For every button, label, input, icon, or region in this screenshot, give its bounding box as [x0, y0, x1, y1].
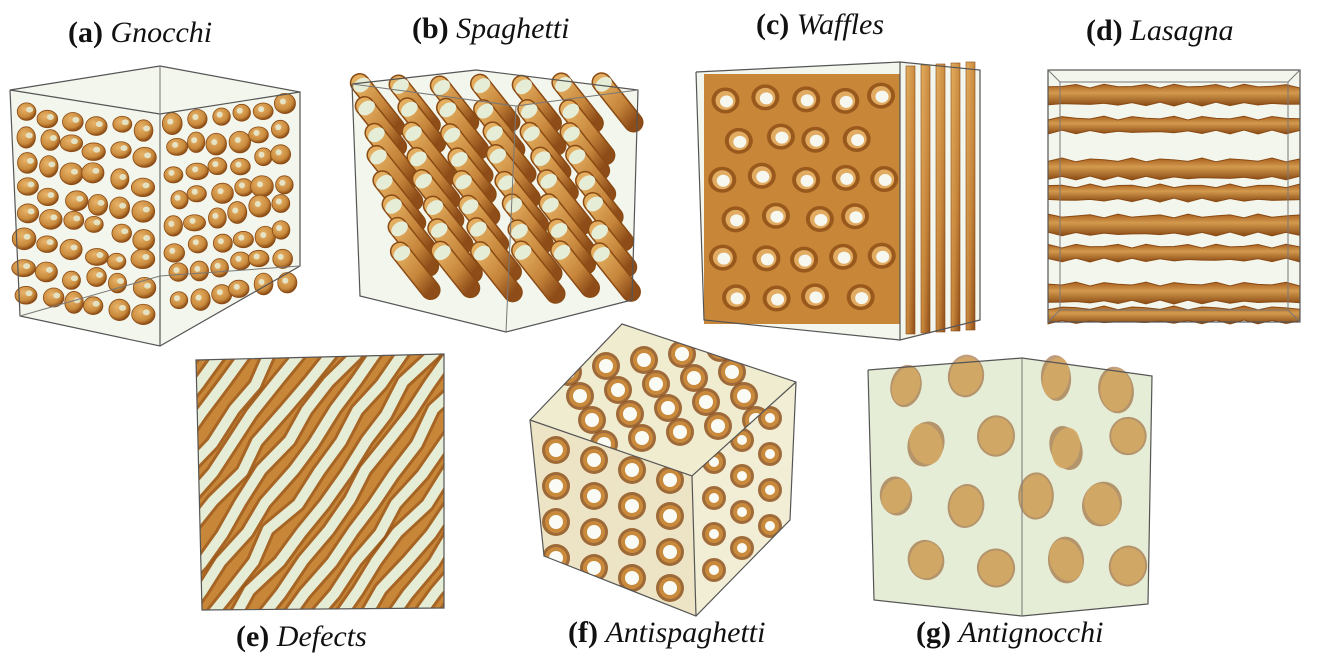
caption-d: (d) Lasagna — [1086, 16, 1234, 46]
panel-tag: (f) — [568, 616, 598, 649]
panel-name: Spaghetti — [456, 12, 570, 45]
waffles-panel — [695, 61, 981, 341]
defects-panel — [195, 353, 445, 611]
panel-name: Defects — [276, 620, 367, 653]
caption-e: (e) Defects — [236, 622, 367, 652]
lasagna-panel — [1047, 69, 1301, 325]
panel-name: Lasagna — [1130, 14, 1234, 47]
caption-c: (c) Waffles — [756, 10, 884, 40]
antignocchi-panel — [867, 354, 1153, 617]
panel-name: Antignocchi — [958, 616, 1104, 649]
caption-b: (b) Spaghetti — [412, 14, 570, 44]
panel-tag: (e) — [236, 620, 270, 653]
panel-tag: (d) — [1086, 14, 1123, 47]
panel-name: Antispaghetti — [605, 616, 766, 649]
panel-tag: (c) — [756, 8, 790, 41]
gnocchi-panel — [9, 65, 301, 347]
panel-tag: (b) — [412, 12, 449, 45]
antispaghetti-panel — [529, 323, 797, 617]
panel-tag: (g) — [916, 616, 951, 649]
caption-f: (f) Antispaghetti — [568, 618, 765, 648]
spaghetti-panel — [349, 69, 644, 333]
panel-name: Waffles — [796, 8, 885, 41]
caption-a: (a) Gnocchi — [68, 18, 212, 48]
panel-tag: (a) — [68, 16, 103, 49]
caption-g: (g) Antignocchi — [916, 618, 1103, 648]
panel-name: Gnocchi — [110, 16, 213, 49]
